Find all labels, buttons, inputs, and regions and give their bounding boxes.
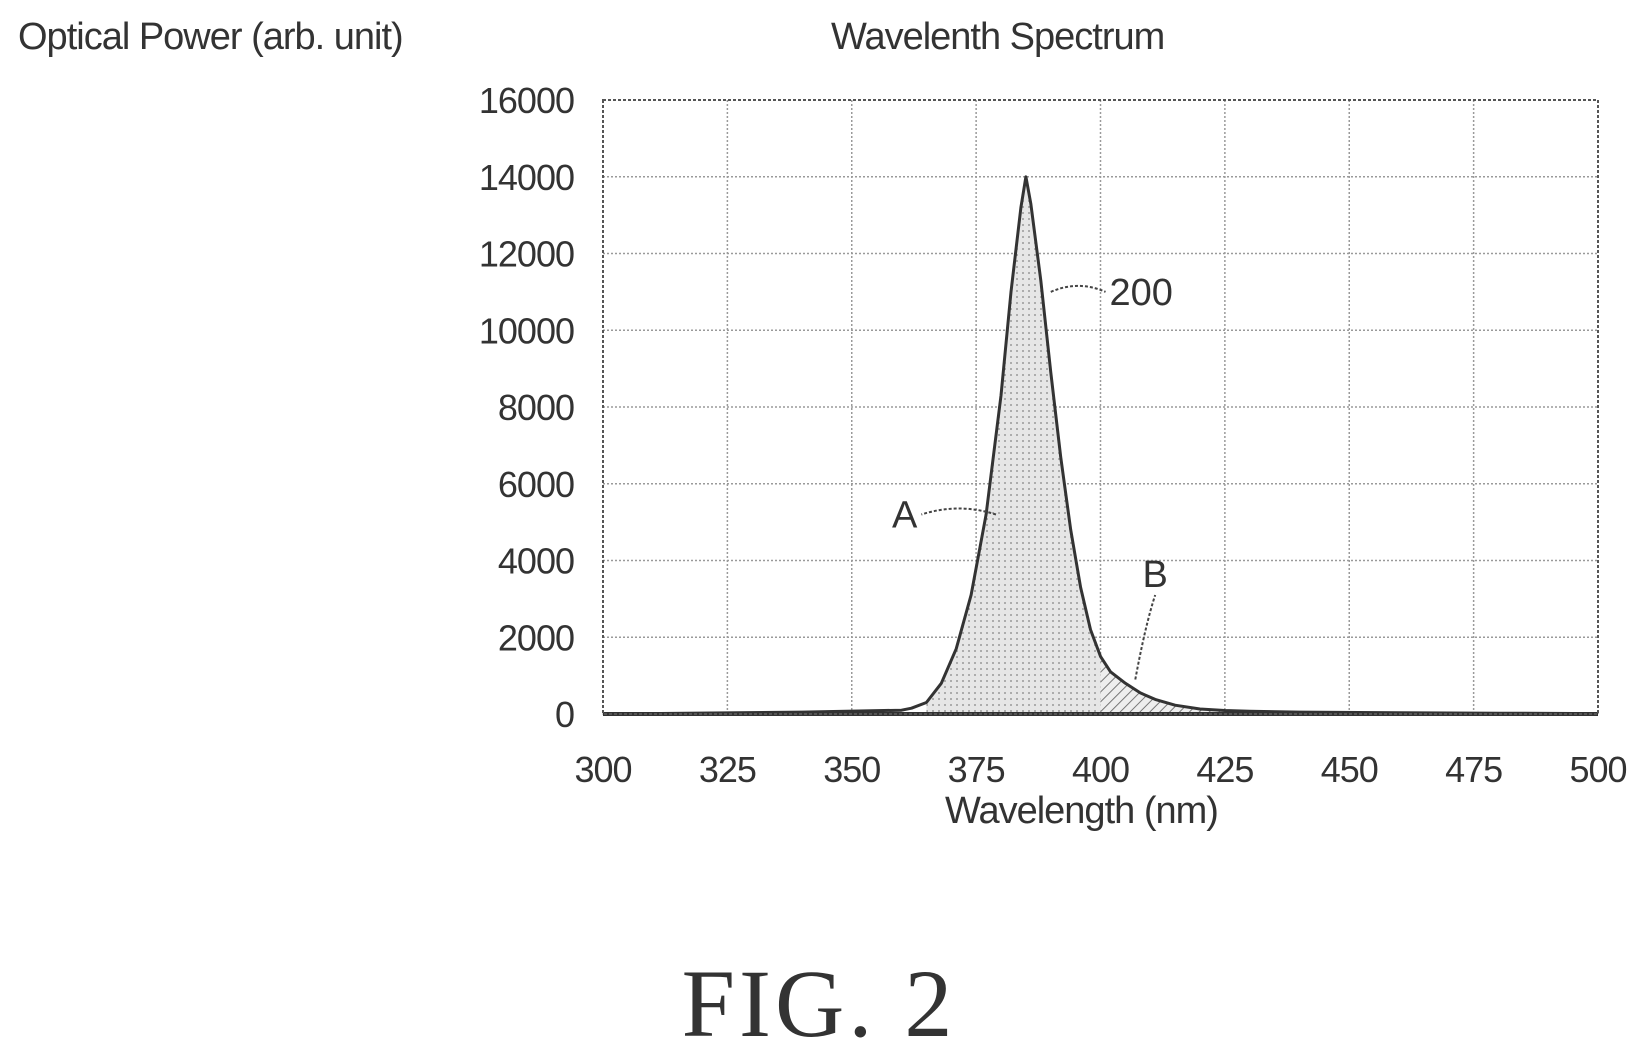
data-point	[1040, 279, 1042, 281]
data-point	[1020, 206, 1022, 208]
data-point	[955, 648, 957, 650]
data-point	[1030, 203, 1032, 205]
data-point	[1154, 698, 1156, 700]
data-point	[1224, 710, 1226, 712]
y-tick-label: 0	[555, 694, 574, 735]
data-point	[1124, 682, 1126, 684]
data-point	[940, 682, 942, 684]
data-point	[1174, 704, 1176, 706]
x-tick-label: 450	[1321, 749, 1378, 790]
plot-frame	[602, 99, 1599, 715]
y-tick-label: 2000	[498, 617, 574, 658]
data-point	[1249, 710, 1251, 712]
x-tick-label: 500	[1569, 749, 1626, 790]
data-point	[1070, 529, 1072, 531]
y-tick-label: 6000	[498, 464, 574, 505]
annotation-label-200: 200	[1109, 272, 1172, 314]
annotations: 200 A B	[892, 272, 1173, 680]
annotation-label-a: A	[892, 494, 918, 536]
data-point	[1139, 692, 1141, 694]
data-point	[910, 707, 912, 709]
annotation-leader-200	[1050, 284, 1106, 293]
y-tick-label: 8000	[498, 387, 574, 428]
data-point	[925, 701, 927, 703]
data-point	[1050, 371, 1052, 373]
x-tick-label: 425	[1196, 749, 1253, 790]
annotation-leader-b	[1134, 594, 1157, 680]
data-point	[1025, 176, 1027, 178]
data-point	[1109, 671, 1111, 673]
x-axis-title: Wavelength (nm)	[945, 790, 1219, 832]
y-axis-title: Optical Power (arb. unit)	[18, 16, 404, 58]
axes: 300 325 350 375 400 425 450 475 500 0 2000 4000 6000…	[479, 80, 1628, 790]
y-tick-label: 16000	[479, 80, 574, 121]
y-tick-label: 14000	[479, 157, 574, 198]
annotation-label-b: B	[1143, 554, 1168, 596]
data-point	[1010, 291, 1012, 293]
chart-title: Wavelenth Spectrum	[831, 16, 1165, 58]
x-tick-label: 375	[948, 749, 1005, 790]
shaded-region-b	[1100, 656, 1225, 714]
y-tick-label: 12000	[479, 234, 574, 275]
shaded-region-a	[926, 176, 1101, 715]
x-tick-label: 325	[699, 749, 756, 790]
y-tick-label: 10000	[479, 310, 574, 351]
x-tick-label: 400	[1072, 749, 1129, 790]
data-point	[985, 513, 987, 515]
data-point	[1090, 629, 1092, 631]
data-point	[970, 594, 972, 596]
grid	[603, 100, 1598, 714]
x-tick-label: 300	[574, 749, 631, 790]
data-point	[1199, 708, 1201, 710]
data-point	[1000, 394, 1002, 396]
data-point	[1080, 586, 1082, 588]
figure-caption: FIG. 2	[681, 950, 957, 1057]
y-tick-label: 4000	[498, 541, 574, 582]
data-point	[901, 709, 902, 711]
x-tick-label: 475	[1445, 749, 1502, 790]
shaded-regions	[926, 176, 1225, 715]
annotation-leader-a	[921, 507, 997, 516]
data-point	[1100, 655, 1101, 657]
data-point	[1060, 456, 1062, 458]
x-tick-label: 350	[823, 749, 880, 790]
